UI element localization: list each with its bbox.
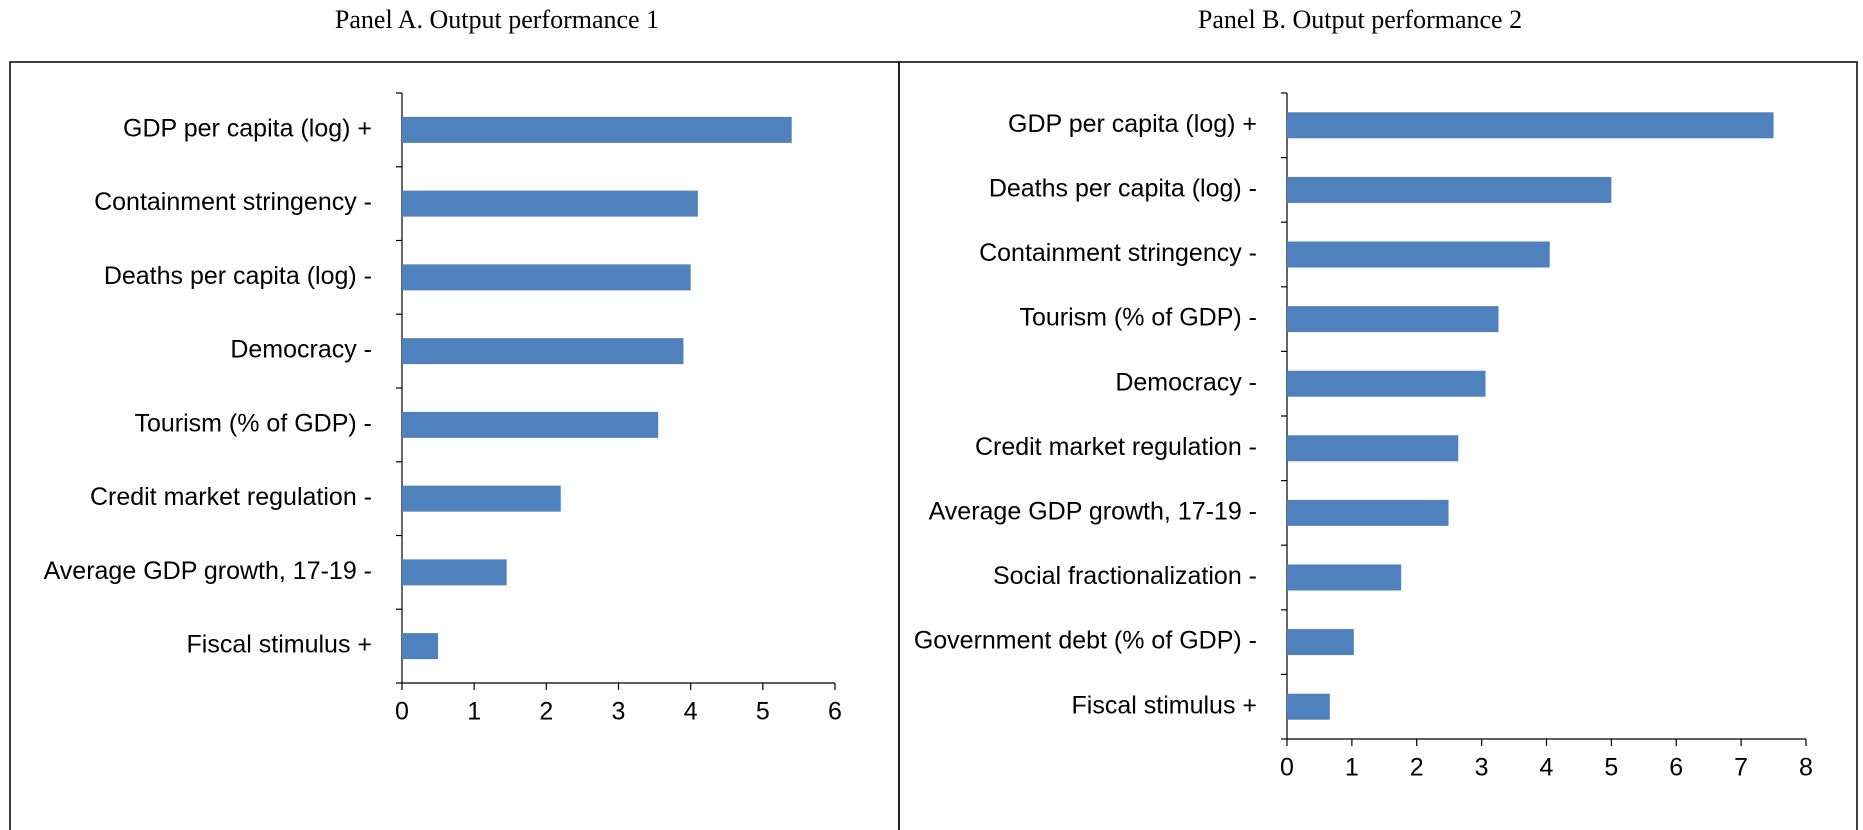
x-tick-label: 2 bbox=[539, 698, 553, 726]
bar bbox=[1287, 241, 1550, 268]
x-tick-label: 1 bbox=[467, 698, 481, 726]
category-label: Deaths per capita (log) - bbox=[104, 262, 372, 290]
bar bbox=[1287, 693, 1330, 720]
category-label: Government debt (% of GDP) - bbox=[914, 627, 1257, 655]
category-label: GDP per capita (log) + bbox=[1008, 110, 1257, 138]
bar bbox=[402, 264, 691, 291]
category-label: Containment stringency - bbox=[94, 188, 372, 216]
x-tick-label: 3 bbox=[1475, 754, 1489, 782]
category-label: Average GDP growth, 17-19 - bbox=[929, 498, 1257, 526]
x-tick-label: 4 bbox=[684, 698, 698, 726]
chart-title: Panel A. Output performance 1 bbox=[335, 5, 659, 34]
category-label: Fiscal stimulus + bbox=[1072, 691, 1257, 719]
x-tick-label: 2 bbox=[1410, 754, 1424, 782]
chart-title: Panel B. Output performance 2 bbox=[1198, 5, 1522, 34]
category-label: Democracy - bbox=[230, 336, 372, 364]
panel-frame bbox=[898, 61, 1858, 830]
x-tick-label: 8 bbox=[1799, 754, 1813, 782]
x-tick-label: 1 bbox=[1345, 754, 1359, 782]
category-label: Social fractionalization - bbox=[993, 562, 1257, 590]
bar bbox=[1287, 306, 1499, 333]
x-tick-label: 7 bbox=[1734, 754, 1748, 782]
category-label: Democracy - bbox=[1115, 368, 1257, 396]
x-tick-label: 6 bbox=[1669, 754, 1683, 782]
x-tick-label: 4 bbox=[1540, 754, 1554, 782]
bar bbox=[402, 559, 507, 586]
x-tick-label: 5 bbox=[756, 698, 770, 726]
x-tick-label: 0 bbox=[1280, 754, 1294, 782]
bar bbox=[1287, 564, 1402, 591]
bar bbox=[402, 338, 684, 365]
category-label: Tourism (% of GDP) - bbox=[134, 409, 372, 437]
category-label: Average GDP growth, 17-19 - bbox=[44, 557, 372, 585]
category-label: Tourism (% of GDP) - bbox=[1019, 304, 1257, 332]
x-tick-label: 6 bbox=[828, 698, 842, 726]
bar bbox=[1287, 112, 1774, 139]
x-tick-label: 0 bbox=[395, 698, 409, 726]
bar bbox=[402, 485, 561, 512]
bar bbox=[1287, 629, 1354, 656]
bar bbox=[1287, 370, 1486, 397]
bar bbox=[402, 633, 439, 660]
x-tick-label: 5 bbox=[1604, 754, 1618, 782]
category-label: Deaths per capita (log) - bbox=[989, 175, 1257, 203]
x-tick-label: 3 bbox=[612, 698, 626, 726]
category-label: GDP per capita (log) + bbox=[123, 114, 372, 142]
bar bbox=[1287, 435, 1459, 462]
bar bbox=[1287, 176, 1612, 203]
category-label: Credit market regulation - bbox=[975, 433, 1257, 461]
bar bbox=[402, 411, 659, 438]
category-label: Containment stringency - bbox=[979, 239, 1257, 267]
bar bbox=[402, 190, 698, 217]
bar bbox=[402, 116, 792, 143]
category-label: Credit market regulation - bbox=[90, 483, 372, 511]
bar bbox=[1287, 499, 1449, 526]
category-label: Fiscal stimulus + bbox=[187, 631, 372, 659]
